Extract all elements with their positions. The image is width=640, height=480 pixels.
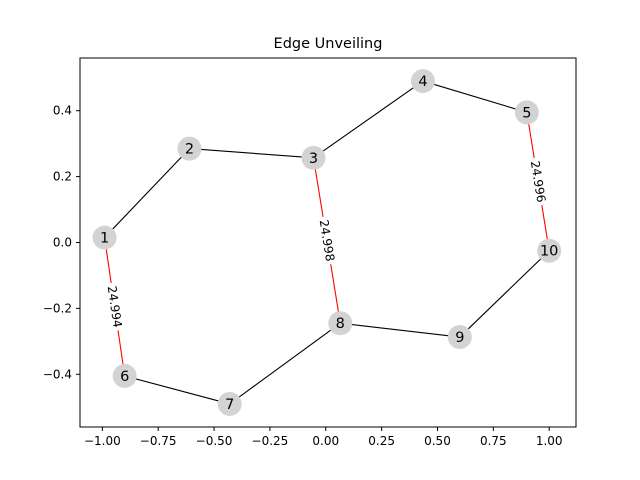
edge-label-background (103, 281, 126, 332)
x-tick-label: 0.50 (424, 434, 451, 448)
node-label: 6 (120, 369, 129, 385)
x-tick-label: 0.00 (312, 434, 339, 448)
x-tick-label: 1.00 (536, 434, 563, 448)
node-10 (537, 238, 562, 263)
node-label: 8 (336, 316, 345, 332)
edge-10-9 (459, 250, 550, 338)
chart-title: Edge Unveiling (274, 36, 383, 52)
node-label: 5 (522, 105, 531, 121)
x-axis: −1.00 −0.75 −0.50 −0.25 0.00 0.25 0.50 0.75 1.00 (84, 427, 563, 448)
edge-weight-label-group: 24.998 (315, 215, 339, 266)
y-tick-label: 0.4 (53, 104, 72, 118)
node-label: 1 (100, 231, 109, 247)
x-tick-label: −0.75 (140, 434, 177, 448)
nodes-layer: 1 2 3 4 5 6 7 8 9 10 (92, 69, 562, 416)
y-axis: −0.4 −0.2 0.0 0.2 0.4 (43, 104, 80, 381)
x-tick-label: 0.75 (480, 434, 507, 448)
node-6 (112, 363, 137, 388)
x-tick-label: 0.25 (368, 434, 395, 448)
node-label: 10 (540, 244, 558, 260)
node-label: 2 (185, 142, 194, 158)
node-1 (92, 225, 117, 250)
node-label: 3 (309, 151, 318, 167)
edge-8-7 (229, 322, 341, 405)
node-3 (301, 145, 326, 170)
edge-weight-label-group: 24.994 (103, 281, 126, 332)
node-label: 9 (455, 330, 464, 346)
node-label: 4 (418, 74, 427, 90)
edge-7-6 (124, 375, 230, 405)
edge-9-8 (340, 322, 460, 338)
y-tick-label: −0.2 (43, 301, 72, 315)
edge-1-2 (104, 148, 190, 238)
node-9 (447, 325, 472, 350)
y-tick-label: 0.0 (53, 236, 72, 250)
edge-weight-label: 24.994 (105, 285, 125, 329)
edge-label-background (526, 156, 550, 207)
node-label: 7 (225, 397, 234, 413)
edge-label-background (315, 215, 339, 266)
y-tick-label: 0.2 (53, 170, 72, 184)
edge-3-4 (313, 80, 424, 159)
x-tick-label: −0.25 (252, 434, 289, 448)
edge-weight-label: 24.996 (528, 160, 549, 204)
y-tick-label: −0.4 (43, 367, 72, 381)
x-tick-label: −1.00 (84, 434, 121, 448)
edge-4-5 (422, 80, 528, 113)
edge-labels-layer: 24.996 24.998 24.994 (103, 156, 550, 332)
node-2 (177, 136, 202, 161)
edge-weight-label: 24.998 (317, 219, 338, 263)
edge-weight-label-group: 24.996 (526, 156, 550, 207)
node-7 (217, 391, 242, 416)
x-tick-label: −0.50 (196, 434, 233, 448)
node-8 (328, 311, 353, 336)
node-4 (410, 69, 435, 94)
edge-2-3 (189, 148, 314, 159)
node-5 (514, 100, 539, 125)
